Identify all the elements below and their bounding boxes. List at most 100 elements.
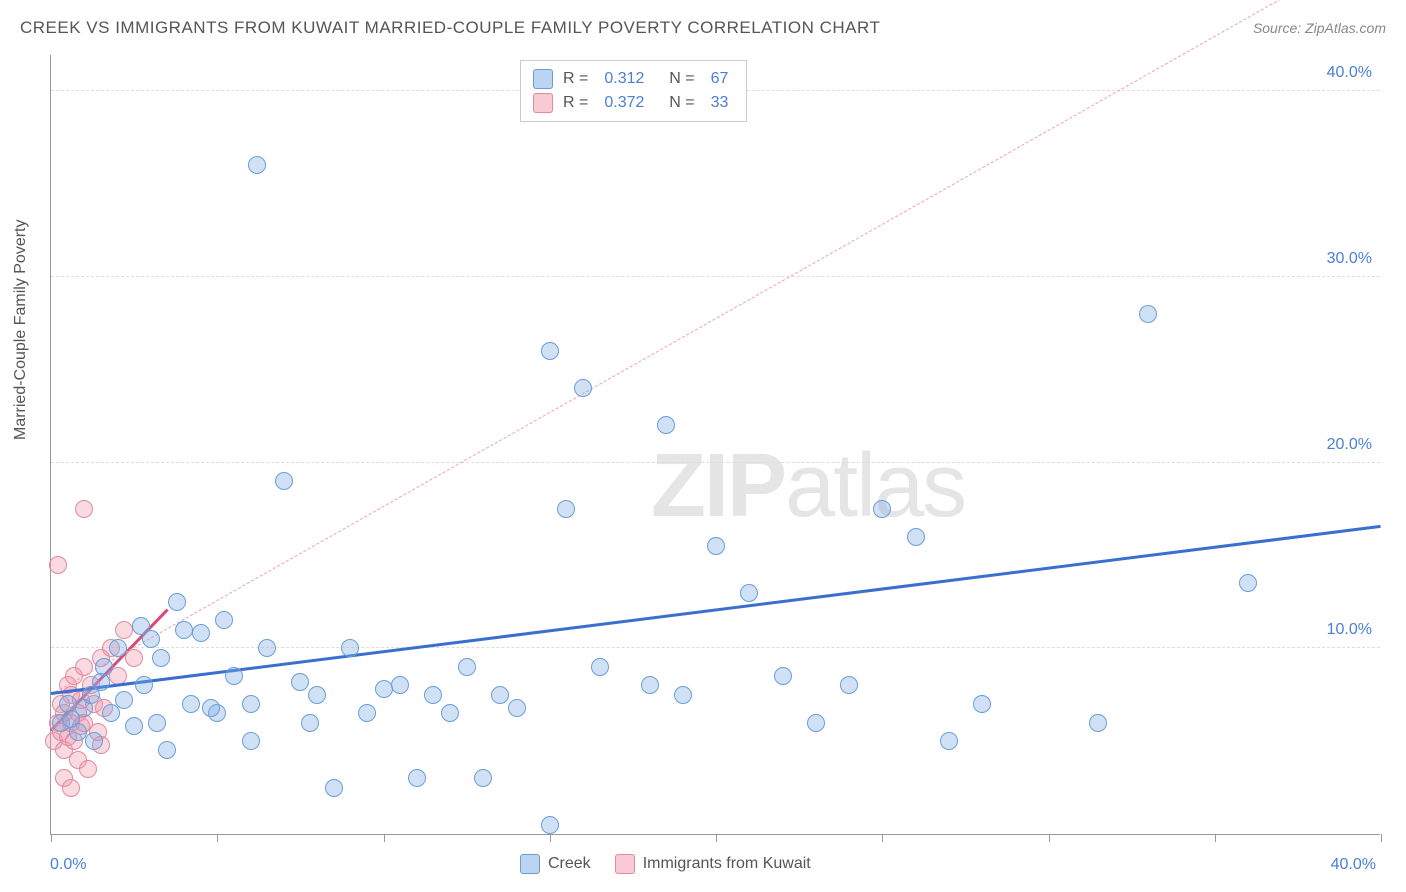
data-point (291, 673, 309, 691)
data-point (308, 686, 326, 704)
data-point (807, 714, 825, 732)
data-point (79, 760, 97, 778)
legend-item: Immigrants from Kuwait (615, 854, 811, 874)
data-point (132, 617, 150, 635)
data-point (774, 667, 792, 685)
legend-swatch (533, 93, 553, 113)
data-point (242, 695, 260, 713)
n-value: 67 (711, 70, 729, 88)
data-point (707, 537, 725, 555)
data-point (258, 639, 276, 657)
stats-row: R = 0.312 N = 67 (533, 67, 734, 91)
chart-header: CREEK VS IMMIGRANTS FROM KUWAIT MARRIED-… (20, 18, 1386, 38)
y-tick-label: 30.0% (1327, 250, 1372, 268)
data-point (75, 658, 93, 676)
data-point (940, 732, 958, 750)
data-point (192, 624, 210, 642)
watermark-atlas: atlas (785, 436, 965, 536)
plot-area: ZIPatlas 10.0%20.0%30.0%40.0% (50, 55, 1380, 835)
gridline-h (51, 647, 1380, 648)
x-axis-min-label: 0.0% (50, 856, 86, 874)
data-point (49, 556, 67, 574)
data-point (75, 500, 93, 518)
data-point (109, 639, 127, 657)
legend-swatch (615, 854, 635, 874)
x-tick (550, 834, 551, 842)
data-point (557, 500, 575, 518)
x-tick (217, 834, 218, 842)
data-point (152, 649, 170, 667)
data-point (907, 528, 925, 546)
data-point (225, 667, 243, 685)
x-tick (384, 834, 385, 842)
y-tick-label: 20.0% (1327, 436, 1372, 454)
data-point (135, 676, 153, 694)
data-point (358, 704, 376, 722)
data-point (973, 695, 991, 713)
legend-item: Creek (520, 854, 591, 874)
data-point (248, 156, 266, 174)
x-tick (1049, 834, 1050, 842)
legend-swatch (533, 69, 553, 89)
watermark-zip: ZIP (651, 436, 785, 536)
data-point (657, 416, 675, 434)
y-tick-label: 10.0% (1327, 621, 1372, 639)
data-point (541, 816, 559, 834)
data-point (168, 593, 186, 611)
data-point (408, 769, 426, 787)
data-point (182, 695, 200, 713)
r-label: R = (563, 94, 588, 112)
x-tick (1381, 834, 1382, 842)
data-point (424, 686, 442, 704)
data-point (441, 704, 459, 722)
stats-row: R = 0.372 N = 33 (533, 91, 734, 115)
data-point (508, 699, 526, 717)
gridline-h (51, 462, 1380, 463)
data-point (474, 769, 492, 787)
legend-swatch (520, 854, 540, 874)
data-point (275, 472, 293, 490)
data-point (85, 732, 103, 750)
data-point (1089, 714, 1107, 732)
stats-legend: R = 0.312 N = 67 R = 0.372 N = 33 (520, 60, 747, 122)
r-label: R = (563, 70, 588, 88)
data-point (95, 658, 113, 676)
data-point (740, 584, 758, 602)
data-point (674, 686, 692, 704)
data-point (242, 732, 260, 750)
data-point (175, 621, 193, 639)
data-point (458, 658, 476, 676)
data-point (591, 658, 609, 676)
y-axis-label: Married-Couple Family Poverty (12, 219, 30, 440)
x-tick (51, 834, 52, 842)
data-point (215, 611, 233, 629)
data-point (62, 779, 80, 797)
x-tick (716, 834, 717, 842)
legend-label: Creek (548, 855, 591, 873)
r-value: 0.372 (604, 94, 644, 112)
data-point (491, 686, 509, 704)
r-value: 0.312 (604, 70, 644, 88)
data-point (325, 779, 343, 797)
data-point (1239, 574, 1257, 592)
data-point (574, 379, 592, 397)
x-axis-max-label: 40.0% (1331, 856, 1376, 874)
data-point (541, 342, 559, 360)
series-legend: Creek Immigrants from Kuwait (520, 854, 811, 874)
data-point (375, 680, 393, 698)
data-point (873, 500, 891, 518)
data-point (301, 714, 319, 732)
data-point (1139, 305, 1157, 323)
data-point (148, 714, 166, 732)
data-point (125, 717, 143, 735)
legend-label: Immigrants from Kuwait (643, 855, 811, 873)
n-label: N = (660, 70, 694, 88)
chart-source: Source: ZipAtlas.com (1253, 20, 1386, 36)
x-tick (1215, 834, 1216, 842)
chart-title: CREEK VS IMMIGRANTS FROM KUWAIT MARRIED-… (20, 18, 880, 38)
gridline-h (51, 276, 1380, 277)
data-point (115, 691, 133, 709)
data-point (391, 676, 409, 694)
n-label: N = (660, 94, 694, 112)
n-value: 33 (711, 94, 729, 112)
